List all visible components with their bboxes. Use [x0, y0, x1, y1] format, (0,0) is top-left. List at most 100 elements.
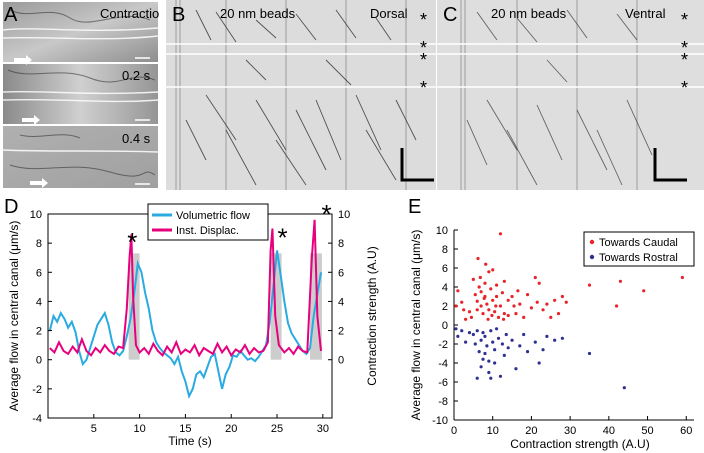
caudal-point-45	[614, 304, 619, 308]
y-tick-label: -2	[438, 339, 448, 351]
rostral-point-14	[493, 348, 497, 352]
x-axis-label: Time (s)	[168, 434, 212, 448]
rostral-point-39	[464, 340, 468, 344]
caudal-point-60	[467, 310, 472, 314]
panel-c-star-2: *	[681, 38, 689, 58]
rostral-point-43	[489, 376, 493, 380]
rostral-point-19	[500, 342, 504, 346]
series-line-volumetric-flow	[48, 250, 322, 399]
frame-2-label: 0.2 s	[122, 68, 151, 83]
asterisk-annotation-2: *	[321, 200, 331, 229]
caudal-point-35	[535, 300, 539, 304]
rostral-point-5	[479, 365, 483, 369]
shaded-region-1	[270, 253, 282, 360]
caudal-point-38	[545, 302, 549, 306]
caudal-point-8	[483, 281, 487, 285]
caudal-point-44	[587, 283, 592, 287]
rostral-point-34	[587, 351, 592, 356]
rostral-point-18	[498, 374, 503, 378]
legend-swatch-1	[589, 254, 595, 260]
rostral-point-20	[502, 353, 506, 357]
caudal-point-52	[490, 313, 494, 318]
panel-e-letter: E	[408, 196, 422, 218]
legend-swatch-0	[589, 239, 595, 245]
caudal-point-4	[477, 285, 481, 289]
panel-b-beads-label: 20 nm beads	[220, 6, 296, 21]
panel-b: B 20 nm beads Dorsal * * * *	[166, 0, 436, 190]
frame-3-label: 0.4 s	[122, 131, 151, 146]
rostral-point-38	[460, 329, 464, 333]
y-tick-label: -10	[432, 415, 448, 427]
caudal-point-49	[478, 275, 482, 280]
rostral-point-2	[475, 329, 479, 333]
x-tick-label: 60	[680, 425, 692, 437]
caudal-point-26	[506, 313, 510, 318]
panel-c-letter: C	[443, 4, 458, 26]
y-tick-label: 8	[442, 244, 448, 256]
caudal-point-27	[510, 294, 514, 299]
panel-b-star-1: *	[420, 10, 428, 30]
x-tick-label: 30	[564, 425, 576, 437]
caudal-point-12	[487, 308, 491, 312]
rostral-point-37	[456, 334, 460, 338]
asterisk-annotation-1: *	[277, 222, 287, 252]
caudal-point-16	[493, 310, 497, 314]
legend-label-0: Volumetric flow	[176, 210, 250, 222]
caudal-point-10	[485, 302, 489, 306]
rostral-point-12	[489, 329, 493, 333]
legend-label-0: Towards Caudal	[599, 237, 678, 249]
caudal-point-40	[553, 298, 557, 302]
caudal-point-61	[469, 315, 474, 319]
y2-tick-label: 0	[338, 355, 344, 367]
y-tick-label: 0	[36, 355, 42, 367]
frame-1	[3, 2, 158, 62]
rostral-point-22	[506, 346, 510, 350]
caudal-point-28	[512, 304, 516, 308]
y-tick-label: 4	[442, 282, 448, 294]
caudal-point-34	[533, 275, 537, 280]
y-tick-label: 0	[442, 320, 448, 332]
rostral-point-9	[485, 344, 489, 348]
y2-tick-label: 10	[338, 209, 350, 221]
x-tick-label: 20	[225, 423, 237, 435]
y-tick-label: -4	[32, 413, 42, 425]
panel-a-frames	[2, 2, 159, 188]
caudal-point-14	[491, 298, 495, 302]
caudal-point-48	[680, 275, 684, 280]
rostral-point-8	[483, 334, 487, 338]
legend-label-1: Towards Rostral	[599, 252, 678, 264]
panel-c-side-label: Ventral	[625, 6, 666, 21]
panel-b-star-3: *	[420, 50, 428, 70]
caudal-point-2	[475, 299, 479, 303]
x-tick-label: 50	[641, 425, 653, 437]
caudal-point-43	[564, 300, 568, 304]
rostral-point-42	[481, 357, 485, 361]
caudal-point-25	[506, 298, 510, 302]
x-tick-label: 40	[603, 425, 615, 437]
rostral-point-16	[494, 327, 499, 331]
caudal-point-33	[529, 306, 534, 310]
panel-c: C 20 nm beads Ventral * * * *	[437, 0, 704, 190]
rostral-point-33	[560, 336, 564, 340]
caudal-point-37	[541, 308, 545, 312]
caudal-point-19	[496, 315, 501, 319]
rostral-point-10	[487, 359, 491, 363]
y2-axis-label: Contraction strength (A.U)	[365, 246, 379, 385]
rostral-point-25	[518, 344, 522, 348]
y-tick-label: 8	[36, 238, 42, 250]
y2-tick-label: 6	[338, 267, 344, 279]
caudal-point-36	[537, 281, 541, 285]
panel-d-letter: D	[4, 196, 19, 218]
y-tick-label: 4	[36, 296, 42, 308]
caudal-point-50	[482, 296, 486, 300]
panel-c-star-3: *	[681, 50, 689, 70]
caudal-point-51	[486, 317, 490, 321]
rostral-point-4	[479, 338, 483, 342]
caudal-point-23	[502, 312, 506, 316]
rostral-point-28	[533, 340, 537, 344]
caudal-point-55	[460, 300, 464, 304]
y2-tick-label: 8	[338, 238, 344, 250]
panel-b-side-label: Dorsal	[370, 6, 408, 21]
caudal-point-29	[514, 312, 518, 316]
x-tick-label: 15	[179, 423, 191, 435]
